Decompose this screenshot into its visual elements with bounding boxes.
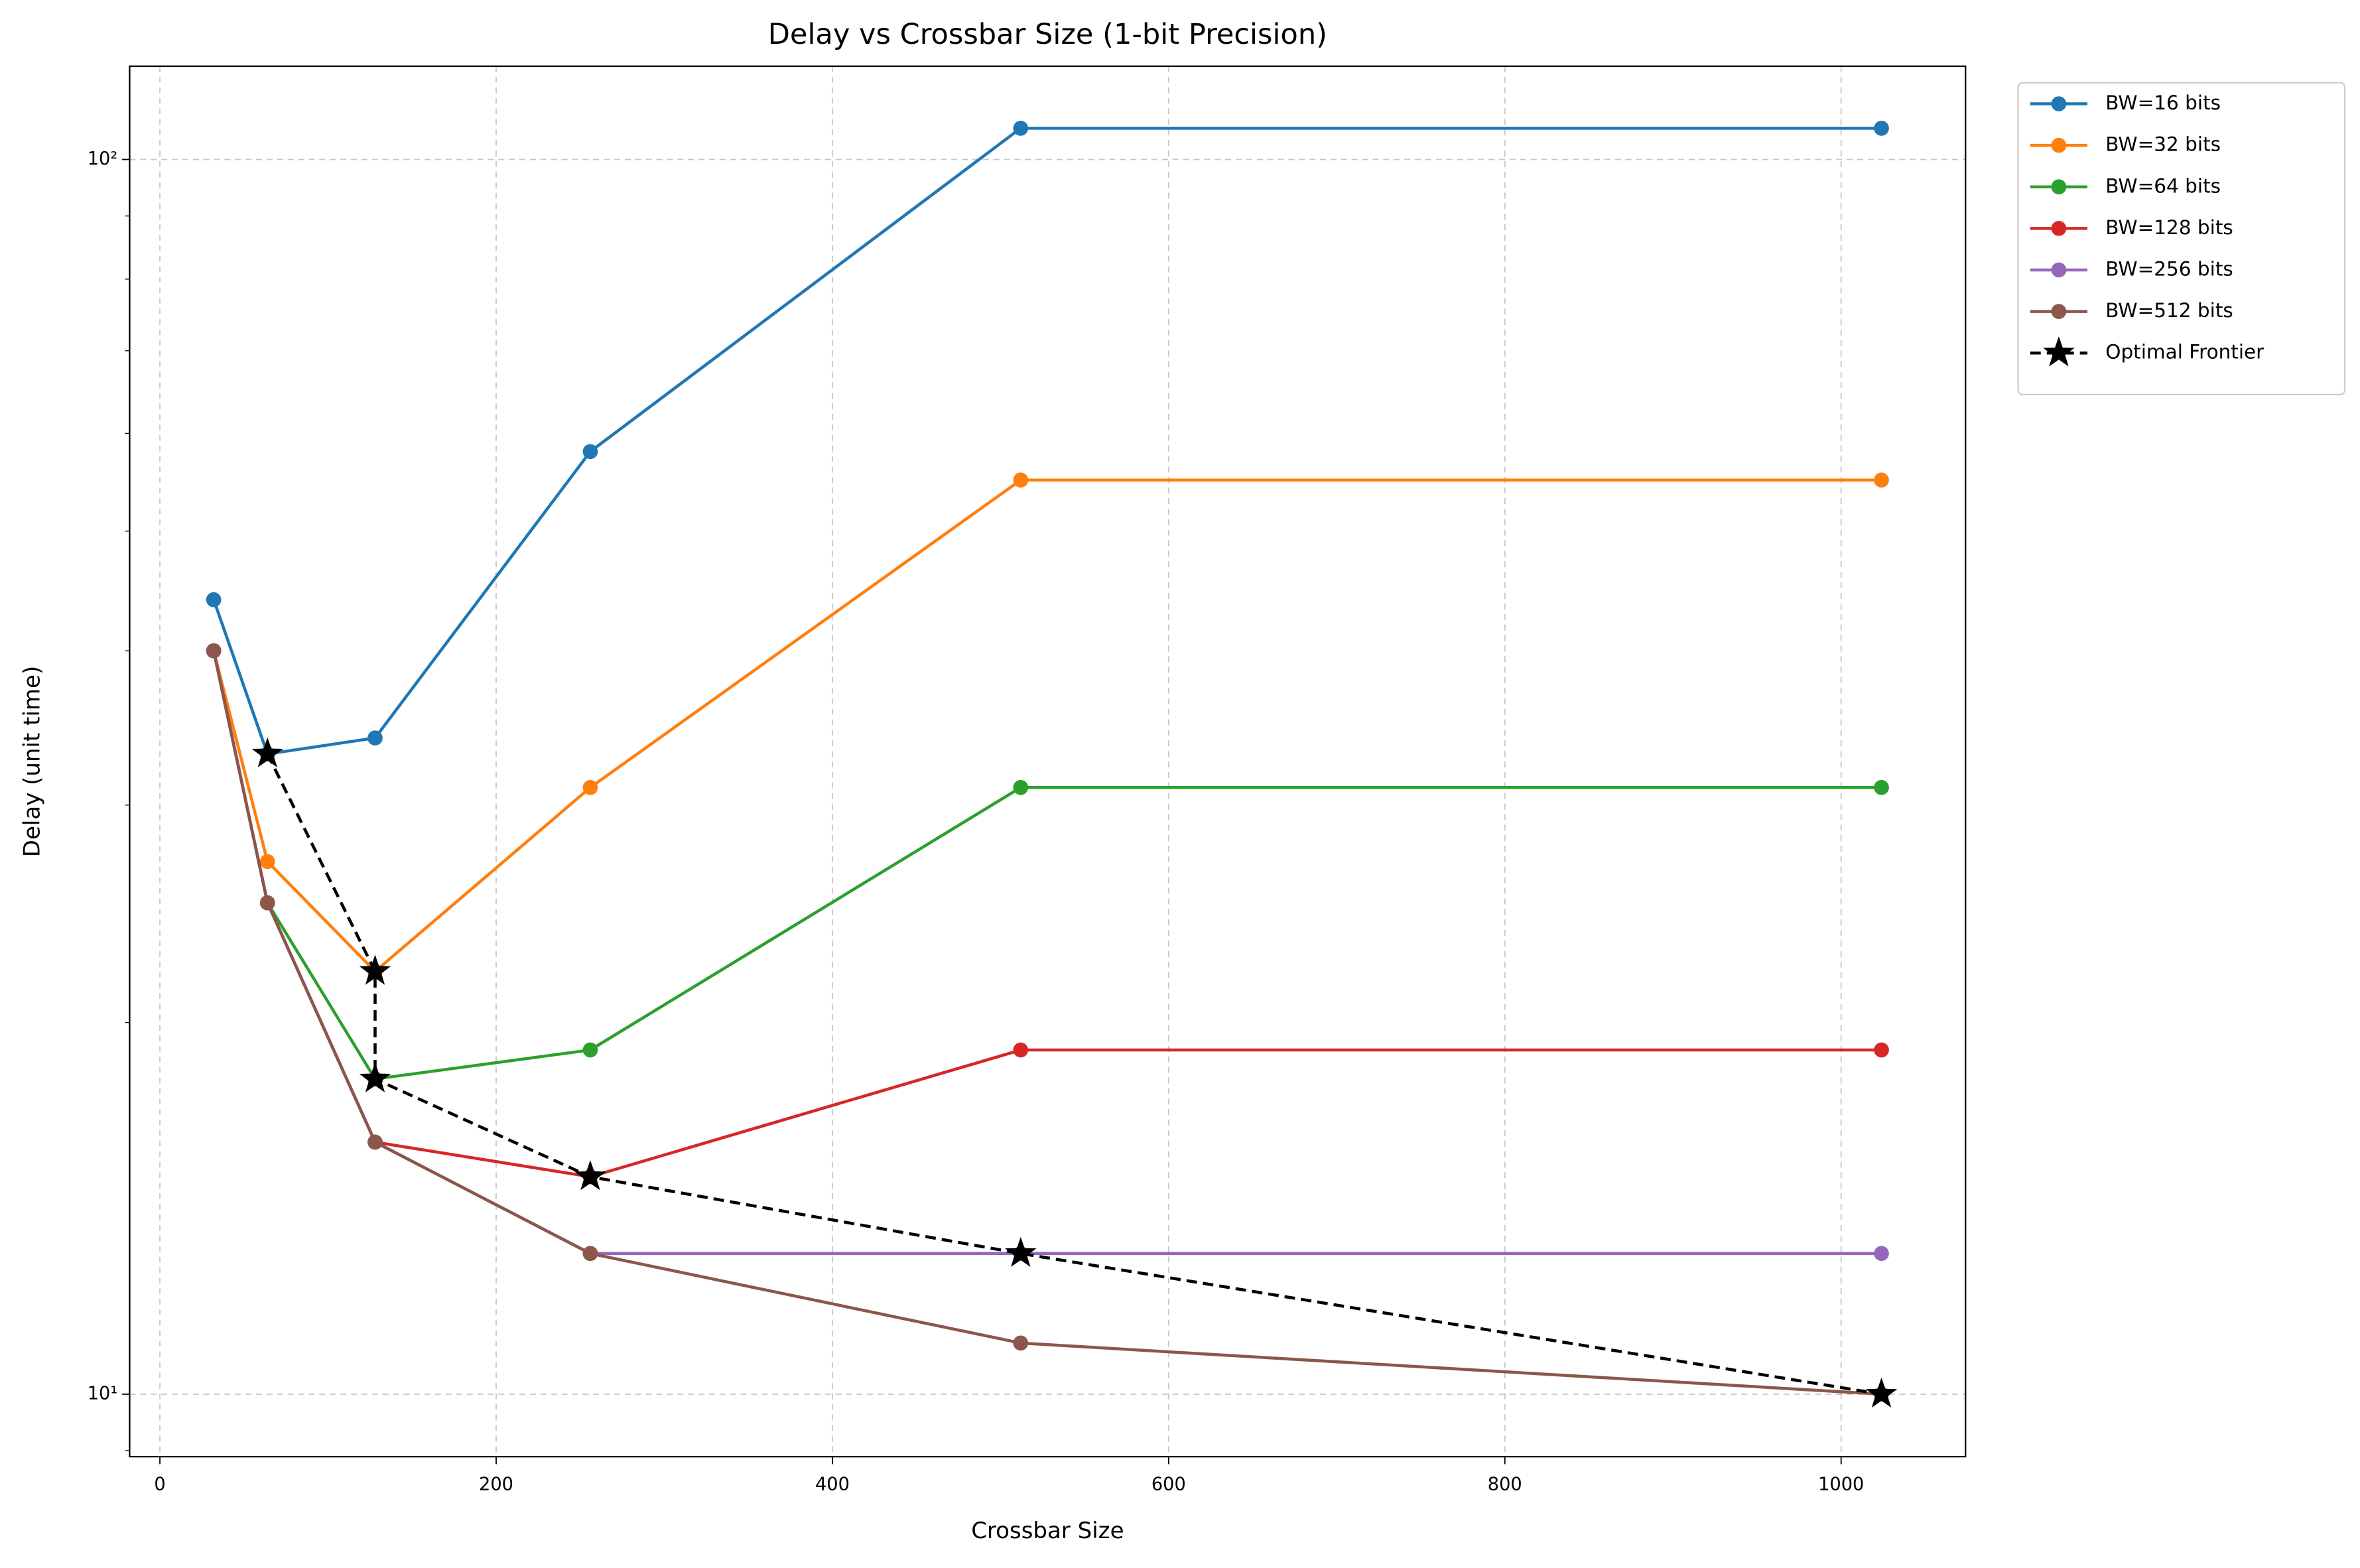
- star-marker: [251, 737, 284, 767]
- point: [206, 643, 222, 659]
- point: [1874, 1042, 1889, 1058]
- legend-marker: [2051, 179, 2067, 195]
- legend-label: BW=32 bits: [2105, 133, 2221, 156]
- point: [1013, 779, 1029, 795]
- legend-marker: [2051, 304, 2067, 319]
- legend-marker: [2051, 221, 2067, 236]
- x-tick-label: 200: [479, 1474, 513, 1495]
- x-tick-label: 1000: [1818, 1474, 1864, 1495]
- legend-marker: [2043, 336, 2075, 367]
- point: [206, 592, 222, 608]
- point: [582, 1042, 598, 1058]
- point: [582, 444, 598, 460]
- point: [367, 730, 383, 746]
- x-tick-label: 800: [1488, 1474, 1522, 1495]
- series-line: [212, 127, 1882, 756]
- y-tick-label: 10²: [88, 149, 118, 169]
- star-marker: [359, 1062, 391, 1092]
- legend-label: BW=128 bits: [2105, 216, 2233, 239]
- plot-frame: [129, 65, 1967, 1458]
- point: [259, 854, 275, 870]
- point: [1874, 472, 1889, 488]
- legend-label: Optimal Frontier: [2105, 341, 2264, 363]
- series-line: [212, 650, 1882, 1396]
- star-marker: [359, 954, 391, 985]
- legend-marker: [2051, 262, 2067, 278]
- point: [367, 1134, 383, 1150]
- star-marker: [1865, 1377, 1898, 1408]
- point: [1013, 1335, 1029, 1351]
- legend-label: BW=16 bits: [2105, 92, 2221, 114]
- y-tick-label: 10¹: [88, 1383, 118, 1404]
- star-marker: [1005, 1236, 1037, 1267]
- point: [1874, 1246, 1889, 1262]
- legend-label: BW=64 bits: [2105, 174, 2221, 197]
- legend-marker: [2051, 137, 2067, 153]
- chart-title: Delay vs Crossbar Size (1-bit Precision): [768, 18, 1327, 51]
- legend-marker: [2051, 96, 2067, 111]
- star-marker: [574, 1160, 606, 1191]
- x-tick-label: 600: [1151, 1474, 1186, 1495]
- point: [582, 779, 598, 795]
- point: [1013, 472, 1029, 488]
- legend-label: BW=256 bits: [2105, 258, 2233, 281]
- legend-label: BW=512 bits: [2105, 299, 2233, 322]
- point: [1013, 121, 1029, 136]
- point: [1013, 1042, 1029, 1058]
- point: [582, 1246, 598, 1262]
- legend-box: [2017, 82, 2346, 395]
- x-tick-label: 400: [815, 1474, 850, 1495]
- point: [1874, 779, 1889, 795]
- y-axis-label: Delay (unit time): [19, 666, 46, 857]
- series-line: [212, 478, 1882, 974]
- point: [1874, 121, 1889, 136]
- point: [259, 895, 275, 911]
- x-tick-label: 0: [154, 1474, 165, 1495]
- x-axis-label: Crossbar Size: [971, 1518, 1124, 1544]
- series-line: [266, 753, 1882, 1396]
